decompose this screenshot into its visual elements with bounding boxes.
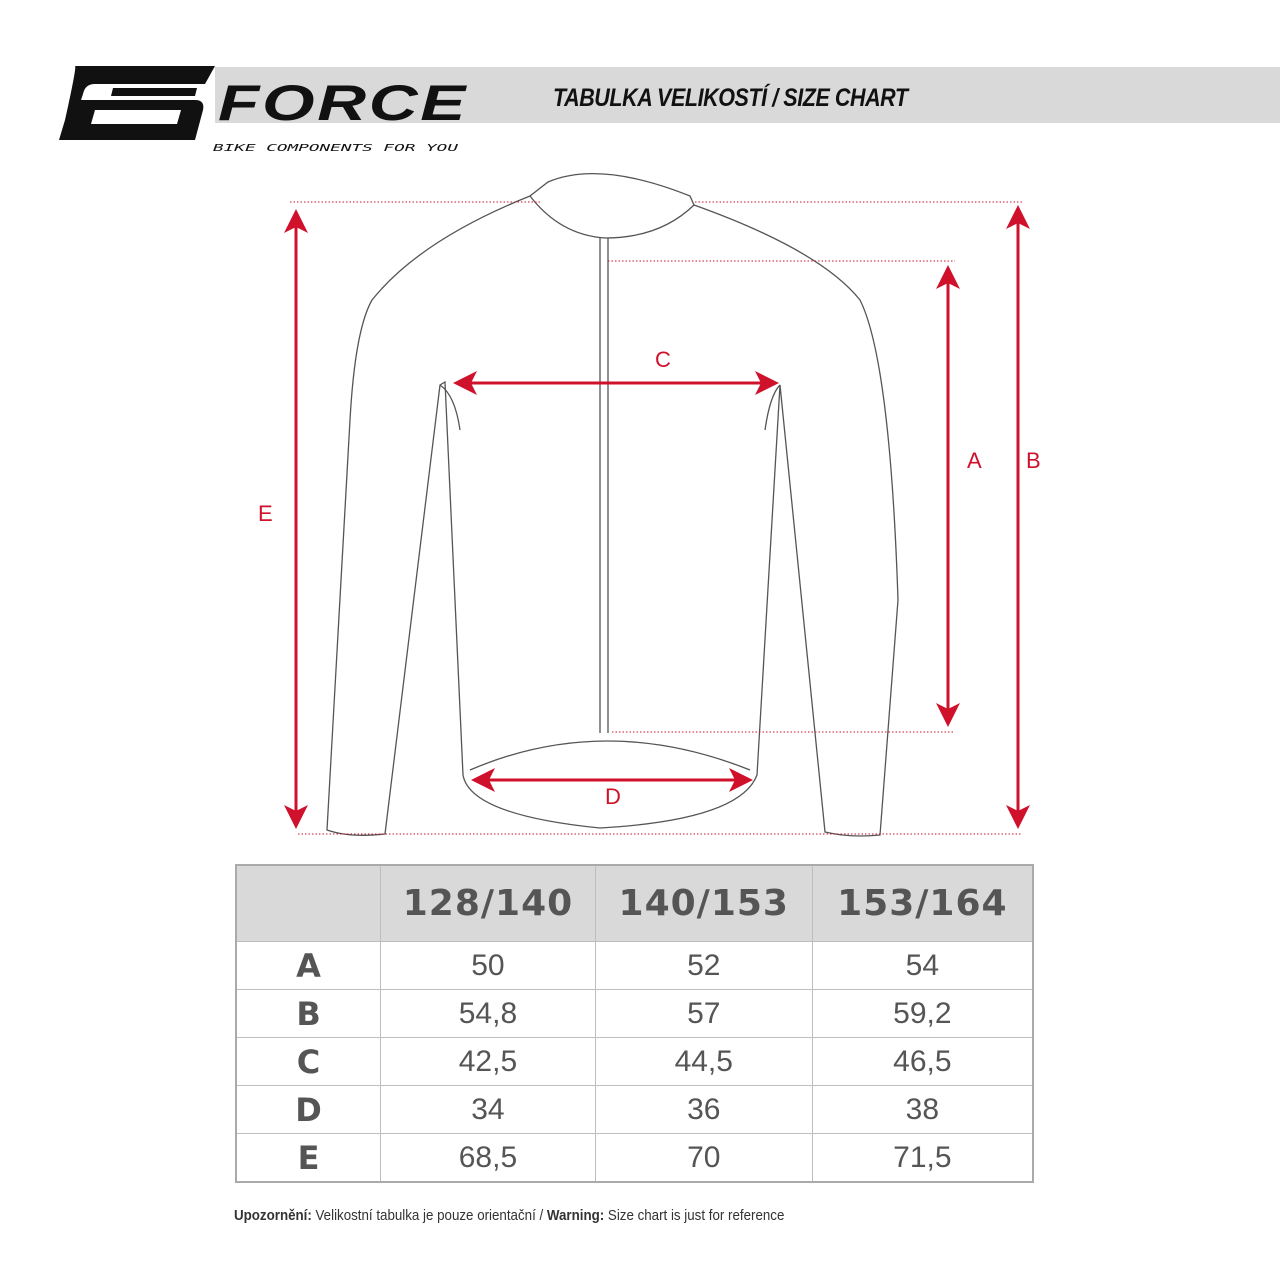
- cell: 57: [594, 989, 813, 1038]
- label-b: B: [1026, 448, 1041, 473]
- table-header-row: 128/140 140/153 153/164: [235, 864, 1034, 942]
- table-row: D 34 36 38: [235, 1085, 1034, 1134]
- cell: 44,5: [594, 1037, 813, 1086]
- jersey-diagram: C A B E D: [258, 173, 1041, 837]
- label-c: C: [655, 347, 671, 372]
- column-header: 140/153: [594, 864, 813, 942]
- jersey-outline: [326, 173, 899, 837]
- column-header: 128/140: [380, 864, 596, 942]
- page-title: TABULKA VELIKOSTÍ / SIZE CHART: [553, 84, 908, 112]
- row-label: C: [235, 1037, 382, 1086]
- table-row: E 68,5 70 71,5: [235, 1133, 1034, 1183]
- table-row: A 50 52 54: [235, 941, 1034, 990]
- table-row: C 42,5 44,5 46,5: [235, 1037, 1034, 1086]
- cell: 59,2: [811, 989, 1034, 1038]
- row-label: A: [235, 941, 382, 990]
- row-label: B: [235, 989, 382, 1038]
- label-e: E: [258, 501, 273, 526]
- warning-cz-text: Velikostní tabulka je pouze orientační /: [311, 1208, 547, 1224]
- warning-en-text: Size chart is just for reference: [604, 1208, 785, 1224]
- table-row: B 54,8 57 59,2: [235, 989, 1034, 1038]
- cell: 54: [811, 941, 1034, 990]
- cell: 34: [380, 1085, 596, 1134]
- cell: 36: [594, 1085, 813, 1134]
- cell: 52: [594, 941, 813, 990]
- cell: 50: [380, 941, 596, 990]
- cell: 70: [594, 1133, 813, 1183]
- column-header: 153/164: [811, 864, 1034, 942]
- size-table: 128/140 140/153 153/164 A 50 52 54 B 54,8 57 5…: [235, 864, 1034, 1183]
- cell: 71,5: [811, 1133, 1034, 1183]
- column-header: [235, 864, 382, 942]
- warning-en-label: Warning:: [546, 1208, 605, 1224]
- guide-lines: [290, 201, 1022, 835]
- cell: 46,5: [811, 1037, 1034, 1086]
- cell: 38: [811, 1085, 1034, 1134]
- logo-wordmark: FORCE: [218, 75, 468, 131]
- row-label: D: [235, 1085, 382, 1134]
- cell: 42,5: [380, 1037, 596, 1086]
- force-logo: FORCE BIKE COMPONENTS FOR YOU: [55, 58, 485, 163]
- logo-tagline: BIKE COMPONENTS FOR YOU: [213, 143, 460, 154]
- header-banner: [215, 67, 1280, 123]
- cell: 54,8: [380, 989, 596, 1038]
- row-label: E: [235, 1133, 382, 1183]
- label-a: A: [967, 448, 982, 473]
- disclaimer: Upozornění: Velikostní tabulka je pouze …: [234, 1208, 784, 1224]
- label-d: D: [605, 784, 621, 809]
- cell: 68,5: [380, 1133, 596, 1183]
- warning-cz-label: Upozornění:: [234, 1208, 312, 1224]
